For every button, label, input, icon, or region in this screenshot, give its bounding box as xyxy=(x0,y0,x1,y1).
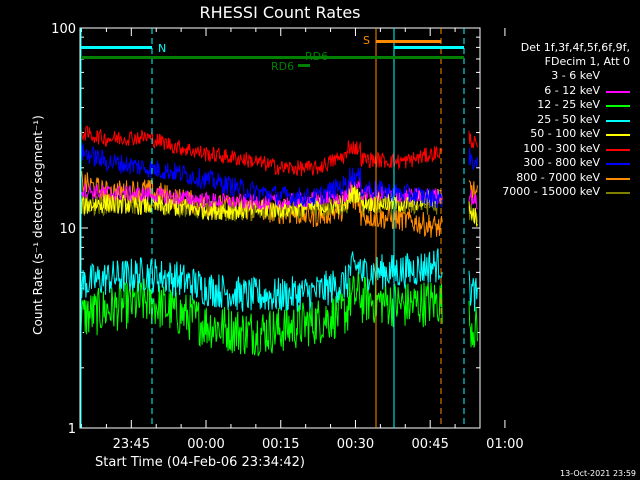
y-axis-label: Count Rate (s⁻¹ detector segment⁻¹) xyxy=(31,115,45,335)
legend-entry-label: 12 - 25 keV xyxy=(537,98,600,111)
night-label: N xyxy=(158,42,166,55)
legend-entry-label: 300 - 800 keV xyxy=(523,156,600,169)
legend-swatch xyxy=(606,76,630,78)
x-tick-label: 00:00 xyxy=(187,437,224,452)
axes: 1 10 100 23:45 00:00 00:15 00:30 00:45 01:00 xyxy=(51,22,523,452)
legend-entry-label: 25 - 50 keV xyxy=(537,112,600,126)
legend-swatch xyxy=(606,148,630,151)
x-axis-label: Start Time (04-Feb-06 23:34:42) xyxy=(95,455,305,470)
saa-bar xyxy=(376,40,441,43)
legend-entry-label: 100 - 300 keV xyxy=(523,141,600,155)
series-line-main xyxy=(80,248,443,312)
y-tick-label: 100 xyxy=(51,22,76,37)
series-line-tail xyxy=(468,189,478,210)
series-line-tail xyxy=(468,130,478,149)
legend-entry-label: 6 - 12 keV xyxy=(544,83,600,97)
x-tick-label: 00:15 xyxy=(262,437,299,452)
y-tick-label: 10 xyxy=(59,222,76,237)
legend-swatch xyxy=(606,90,630,93)
chart-title: RHESSI Count Rates xyxy=(200,3,361,22)
overlay-layer: N S RD6 RD6 xyxy=(80,28,465,428)
x-tick-label: 01:00 xyxy=(486,437,523,452)
legend-swatch xyxy=(606,192,630,194)
x-tick-label: 00:45 xyxy=(411,437,448,452)
legend-swatch xyxy=(606,177,630,180)
series-line-tail xyxy=(468,147,478,170)
rd6-label-2: RD6 xyxy=(271,60,294,73)
series-line-tail xyxy=(468,300,478,348)
saa-label: S xyxy=(363,34,370,47)
legend-entry-label: 800 - 7000 keV xyxy=(516,170,600,184)
legend-entry: 3 - 6 keV xyxy=(470,69,630,87)
night-bar xyxy=(81,46,152,49)
series-line-tail xyxy=(468,200,478,227)
legend-entry: 100 - 300 keV xyxy=(470,142,630,160)
night-bar-2 xyxy=(394,46,464,49)
series-line-main xyxy=(80,271,443,357)
x-tick-label: 00:30 xyxy=(337,437,374,452)
legend-entry: 25 - 50 keV xyxy=(470,113,630,131)
footer-timestamp: 13-Oct-2021 23:59 xyxy=(560,469,636,478)
series-line-main xyxy=(80,175,443,210)
series-line-main xyxy=(80,143,443,208)
legend-swatch xyxy=(606,119,630,122)
legend-entry-label: 50 - 100 keV xyxy=(530,127,600,140)
legend-entry-label: 3 - 6 keV xyxy=(551,69,600,82)
legend-header-1: Det 1f,3f,4f,5f,6f,9f, xyxy=(520,41,630,54)
rd6-short-bar xyxy=(298,64,310,67)
legend-entry: 6 - 12 keV xyxy=(470,84,630,102)
rd6-label: RD6 xyxy=(305,50,328,63)
legend-entry-label: 7000 - 15000 keV xyxy=(502,185,600,198)
rd6-bar xyxy=(81,56,464,59)
series-line-main xyxy=(80,125,443,177)
x-tick-label: 23:45 xyxy=(113,437,150,452)
legend-swatch xyxy=(606,105,630,107)
series-line-main xyxy=(80,184,443,221)
legend-entry: 7000 - 15000 keV xyxy=(470,185,630,203)
legend-swatch xyxy=(606,134,630,136)
legend-entry: 300 - 800 keV xyxy=(470,156,630,174)
legend-entry: 12 - 25 keV xyxy=(470,98,630,116)
y-tick-label: 1 xyxy=(68,422,76,437)
series-layer xyxy=(80,125,478,383)
legend-swatch xyxy=(606,163,630,165)
legend-header-2: FDecim 1, Att 0 xyxy=(544,55,630,68)
series-line-tail xyxy=(468,270,478,312)
series-line-tail xyxy=(468,180,478,201)
legend-entry: 800 - 7000 keV xyxy=(470,171,630,189)
legend-entry: 50 - 100 keV xyxy=(470,127,630,145)
